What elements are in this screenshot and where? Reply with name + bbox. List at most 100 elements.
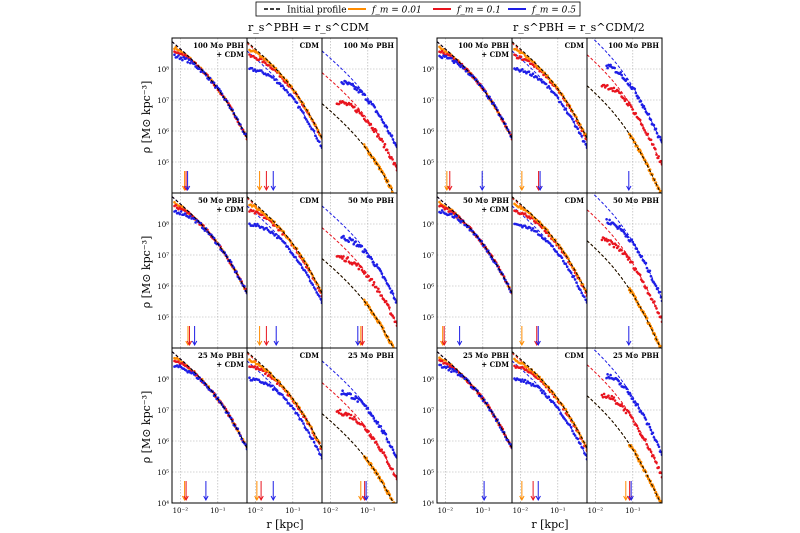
data-point	[256, 365, 259, 369]
data-point	[275, 389, 279, 393]
data-point	[654, 490, 658, 494]
data-point	[623, 232, 626, 235]
data-point	[627, 101, 631, 105]
data-point	[623, 251, 627, 254]
data-point	[353, 105, 356, 109]
panel-data	[587, 348, 662, 503]
data-point	[658, 189, 662, 193]
data-point	[519, 55, 523, 59]
data-point	[394, 164, 397, 167]
data-point	[387, 151, 390, 155]
data-point	[518, 378, 522, 382]
panel-g1-r1-cdm: CDM	[246, 37, 323, 194]
data-point	[612, 245, 616, 249]
panel-data	[322, 360, 398, 511]
data-point	[657, 311, 660, 315]
data-point	[569, 115, 573, 119]
initial-profile-total	[437, 351, 512, 449]
data-point	[623, 407, 627, 411]
data-point	[232, 266, 236, 269]
y-tick-label: 10⁴	[422, 500, 434, 508]
data-point	[393, 298, 397, 301]
data-point	[630, 238, 634, 241]
data-point	[316, 448, 320, 451]
data-point	[634, 267, 638, 271]
data-point	[559, 100, 562, 104]
data-point	[573, 434, 577, 437]
data-point	[379, 115, 383, 119]
data-point	[367, 121, 370, 125]
radius-arrow-head	[270, 495, 276, 502]
panel-data	[322, 50, 397, 193]
panel-g2-r3-pbh: 25 M⊙ PBH 10⁻² 10⁻¹	[586, 347, 663, 515]
data-point	[581, 447, 585, 450]
data-point	[609, 63, 612, 67]
radius-arrow-head	[626, 340, 632, 347]
data-point	[385, 437, 389, 441]
data-point	[294, 255, 297, 259]
data-point	[521, 206, 524, 210]
data-point	[283, 241, 287, 245]
data-point	[576, 127, 580, 130]
data-point	[364, 271, 367, 274]
data-point	[314, 134, 317, 137]
data-point	[352, 84, 356, 88]
data-point	[530, 228, 533, 232]
data-point	[606, 373, 609, 376]
data-point	[374, 440, 378, 444]
data-point	[287, 402, 291, 405]
initial-profile-line	[591, 38, 662, 145]
data-point	[608, 218, 611, 222]
data-point	[183, 212, 187, 215]
data-point	[302, 111, 305, 115]
data-point	[608, 376, 611, 380]
data-point	[652, 454, 655, 457]
data-point	[440, 56, 444, 60]
data-point	[293, 97, 296, 101]
data-point	[395, 508, 398, 511]
xlabel-right: r [kpc]	[531, 518, 568, 531]
data-point	[297, 413, 300, 417]
panel-g1-r2-pbh-cdm: 50 M⊙ PBH+ CDM 10⁵ 10⁶ 10⁷ 10⁸	[157, 192, 248, 349]
data-point	[543, 392, 547, 396]
panel-g1-r1-pbh-cdm: 100 M⊙ PBH+ CDM 10⁵ 10⁶ 10⁷ 10⁸	[157, 37, 248, 194]
data-point	[444, 54, 448, 58]
data-point	[311, 283, 315, 287]
data-point	[523, 54, 527, 57]
data-point	[637, 251, 641, 254]
data-point	[659, 295, 662, 299]
data-point	[446, 207, 449, 211]
data-point	[353, 415, 356, 419]
initial-profile-total	[247, 351, 322, 449]
panel-label-cdm: CDM	[565, 351, 585, 360]
data-point	[367, 430, 370, 433]
legend-label-f01: f_m = 0.1	[456, 6, 501, 16]
data-point	[380, 272, 384, 275]
data-point	[303, 116, 307, 119]
panel-label-pbh: 100 M⊙ PBH	[343, 41, 394, 50]
data-point	[584, 453, 587, 457]
data-point	[639, 410, 643, 413]
data-point	[385, 148, 389, 152]
data-point	[265, 226, 268, 230]
data-point	[380, 294, 384, 297]
data-point	[637, 96, 641, 100]
data-point	[508, 287, 511, 291]
data-point	[340, 255, 343, 258]
data-point	[487, 249, 490, 252]
data-point	[312, 440, 316, 444]
data-point	[439, 211, 443, 215]
data-point	[539, 234, 543, 237]
data-point	[480, 395, 484, 398]
panel-g1-r3-pbh: 25 M⊙ PBH 10⁻² 10⁻¹	[321, 347, 398, 515]
data-point	[451, 59, 455, 63]
panel-data	[172, 351, 247, 451]
data-point	[340, 392, 343, 396]
data-point	[601, 395, 605, 399]
data-point	[250, 67, 254, 70]
data-point	[637, 406, 641, 410]
panel-label-pbh: 50 M⊙ PBH	[613, 196, 659, 205]
data-point	[249, 203, 253, 206]
data-point	[354, 86, 358, 89]
y-tick-label: 10⁷	[157, 97, 169, 105]
